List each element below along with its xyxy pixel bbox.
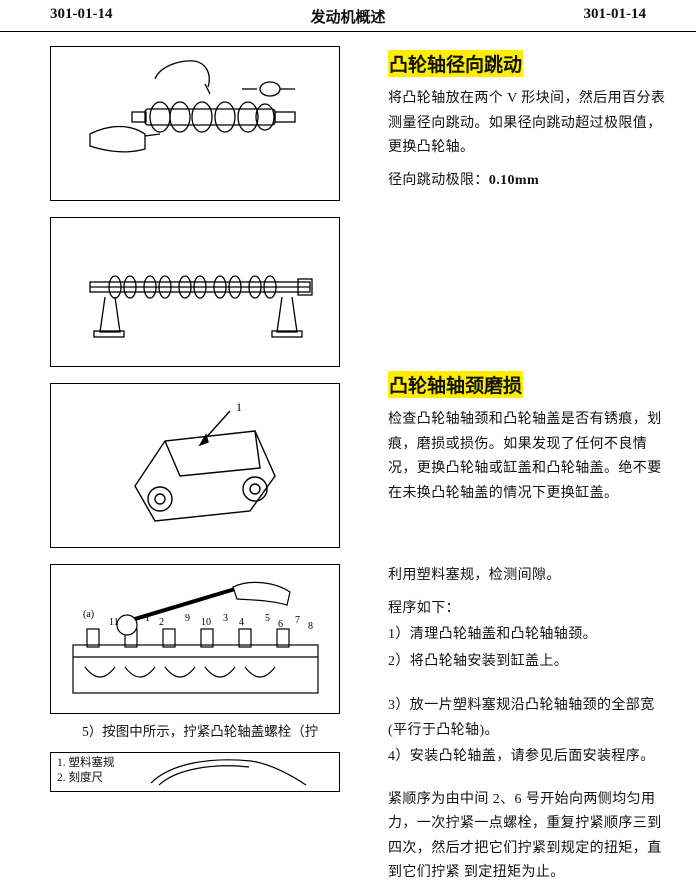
fig4-label-3: 3 — [223, 613, 228, 624]
header-right: 301-01-14 — [583, 6, 646, 27]
section1-title: 凸轮轴径向跳动 — [388, 50, 523, 77]
section1-para1: 将凸轮轴放在两个 V 形块间，然后用百分表测量径向跳动。如果径向跳动超过极限值，… — [388, 87, 666, 161]
figure-5-legend: 1. 塑料塞规 2. 刻度尺 — [50, 752, 340, 792]
proc-intro: 利用塑料塞规，检测间隙。 — [388, 564, 666, 589]
figure-3: 1 — [50, 383, 340, 548]
figure-4: (a) 11 1 2 9 10 3 4 7 8 5 6 — [50, 564, 340, 714]
fig4-label-1: 1 — [145, 613, 150, 624]
page-header: 301-01-14 发动机概述 301-01-14 — [0, 0, 696, 32]
proc-step-3: 3）放一片塑料塞规沿凸轮轴轴颈的全部宽(平行于凸轮轴)。 — [388, 694, 666, 743]
fig4-label-a: (a) — [83, 609, 94, 620]
figure-5-caption: 5）按图中所示，拧紧凸轮轴盖螺栓（拧 — [82, 720, 360, 740]
fig4-label-8: 8 — [308, 621, 313, 632]
section2-para1: 检查凸轮轴轴颈和凸轮轴盖是否有锈痕，划痕，磨损或损伤。如果发现了任何不良情况，更… — [388, 408, 666, 506]
content: 1 — [0, 32, 696, 894]
figure-2 — [50, 217, 340, 367]
fig4-label-9: 9 — [185, 613, 190, 624]
header-left: 301-01-14 — [50, 6, 113, 27]
proc-step-4: 4）安装凸轮轴盖，请参见后面安装程序。 — [388, 745, 666, 770]
figure-1 — [50, 46, 340, 201]
svg-text:1: 1 — [236, 400, 242, 414]
proc-step-1: 1）清理凸轮轴盖和凸轮轴轴颈。 — [388, 623, 666, 648]
header-center: 发动机概述 — [310, 6, 385, 27]
fig4-label-11: 11 — [109, 617, 119, 628]
fig4-label-4: 4 — [239, 617, 244, 628]
proc-head: 程序如下： — [388, 597, 666, 622]
fig4-label-10: 10 — [201, 617, 211, 628]
right-column: 凸轮轴径向跳动 将凸轮轴放在两个 V 形块间，然后用百分表测量径向跳动。如果径向… — [360, 46, 666, 894]
section2-title: 凸轮轴轴颈磨损 — [388, 371, 523, 398]
fig4-label-2: 2 — [159, 617, 164, 628]
proc-step-2: 2）将凸轮轴安装到缸盖上。 — [388, 650, 666, 675]
fig4-label-6: 6 — [278, 619, 283, 630]
fig4-label-7: 7 — [295, 615, 300, 626]
section1-para2: 径向跳动极限：0.10mm — [388, 169, 666, 194]
left-column: 1 — [50, 46, 360, 894]
fig4-label-5: 5 — [265, 613, 270, 624]
proc-step-5: 紧顺序为由中间 2、6 号开始向两侧均匀用力，一次拧紧一点螺栓，重复拧紧顺序三到… — [388, 788, 666, 886]
